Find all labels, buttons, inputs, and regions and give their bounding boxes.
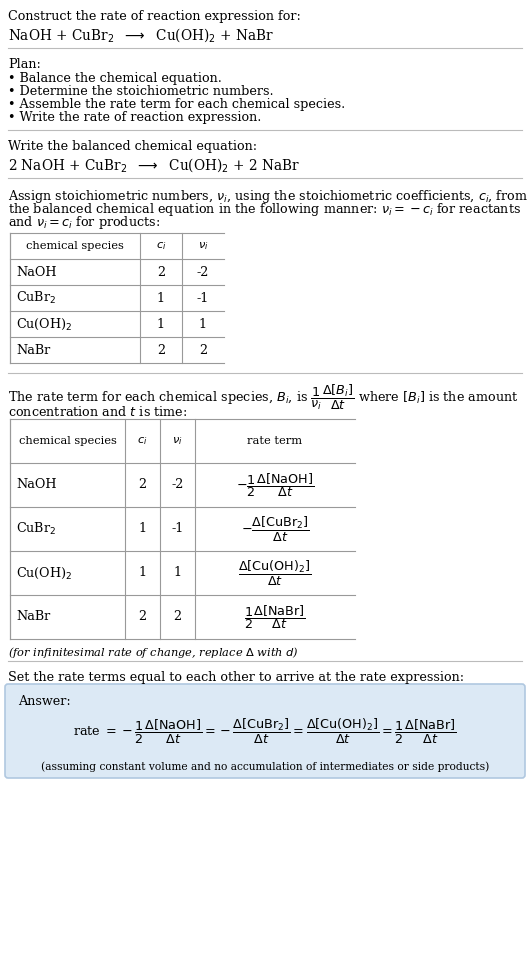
Text: NaOH: NaOH [16, 265, 57, 278]
Text: 2: 2 [157, 344, 165, 356]
Text: (for infinitesimal rate of change, replace $\Delta$ with $d$): (for infinitesimal rate of change, repla… [8, 645, 299, 660]
Text: $\dfrac{\Delta[\mathrm{Cu(OH)_2}]}{\Delta t}$: $\dfrac{\Delta[\mathrm{Cu(OH)_2}]}{\Delt… [238, 558, 312, 588]
Text: $\nu_i$: $\nu_i$ [198, 240, 208, 252]
Text: • Balance the chemical equation.: • Balance the chemical equation. [8, 72, 222, 85]
Text: $-\dfrac{1}{2}\dfrac{\Delta[\mathrm{NaOH}]}{\Delta t}$: $-\dfrac{1}{2}\dfrac{\Delta[\mathrm{NaOH… [236, 471, 314, 499]
Text: -1: -1 [197, 292, 209, 305]
Text: 1: 1 [138, 522, 146, 536]
Text: 2: 2 [157, 265, 165, 278]
Text: 2 NaOH + CuBr$_2$  $\longrightarrow$  Cu(OH)$_2$ + 2 NaBr: 2 NaOH + CuBr$_2$ $\longrightarrow$ Cu(O… [8, 156, 300, 174]
Text: 1: 1 [157, 292, 165, 305]
Text: concentration and $t$ is time:: concentration and $t$ is time: [8, 405, 188, 419]
Text: CuBr$_2$: CuBr$_2$ [16, 521, 56, 537]
Text: chemical species: chemical species [19, 436, 117, 446]
FancyBboxPatch shape [5, 684, 525, 778]
Text: Write the balanced chemical equation:: Write the balanced chemical equation: [8, 140, 257, 153]
Text: 2: 2 [199, 344, 207, 356]
Text: (assuming constant volume and no accumulation of intermediates or side products): (assuming constant volume and no accumul… [41, 761, 489, 772]
Text: -1: -1 [171, 522, 183, 536]
Text: Answer:: Answer: [18, 695, 70, 708]
Text: chemical species: chemical species [26, 241, 124, 251]
Text: NaBr: NaBr [16, 344, 50, 356]
Text: rate term: rate term [248, 436, 303, 446]
Text: 1: 1 [173, 566, 181, 580]
Text: NaOH + CuBr$_2$  $\longrightarrow$  Cu(OH)$_2$ + NaBr: NaOH + CuBr$_2$ $\longrightarrow$ Cu(OH)… [8, 26, 274, 44]
Text: NaBr: NaBr [16, 611, 50, 624]
Text: $\nu_i$: $\nu_i$ [172, 435, 183, 447]
Text: and $\nu_i = c_i$ for products:: and $\nu_i = c_i$ for products: [8, 214, 160, 231]
Text: Construct the rate of reaction expression for:: Construct the rate of reaction expressio… [8, 10, 301, 23]
Text: NaOH: NaOH [16, 478, 57, 492]
Text: 2: 2 [173, 611, 182, 624]
Text: The rate term for each chemical species, $B_i$, is $\dfrac{1}{\nu_i}\dfrac{\Delt: The rate term for each chemical species,… [8, 383, 518, 412]
Text: Plan:: Plan: [8, 58, 41, 71]
Text: 1: 1 [199, 317, 207, 331]
Text: • Determine the stoichiometric numbers.: • Determine the stoichiometric numbers. [8, 85, 273, 98]
Text: CuBr$_2$: CuBr$_2$ [16, 290, 56, 306]
Text: $c_i$: $c_i$ [137, 435, 148, 447]
Text: -2: -2 [197, 265, 209, 278]
Text: $c_i$: $c_i$ [156, 240, 166, 252]
Text: the balanced chemical equation in the following manner: $\nu_i = -c_i$ for react: the balanced chemical equation in the fo… [8, 201, 521, 218]
Text: 2: 2 [138, 611, 147, 624]
Text: Cu(OH)$_2$: Cu(OH)$_2$ [16, 316, 73, 332]
Text: $-\dfrac{\Delta[\mathrm{CuBr_2}]}{\Delta t}$: $-\dfrac{\Delta[\mathrm{CuBr_2}]}{\Delta… [241, 514, 309, 544]
Text: 1: 1 [157, 317, 165, 331]
Text: Cu(OH)$_2$: Cu(OH)$_2$ [16, 565, 73, 581]
Text: Set the rate terms equal to each other to arrive at the rate expression:: Set the rate terms equal to each other t… [8, 671, 464, 684]
Text: Assign stoichiometric numbers, $\nu_i$, using the stoichiometric coefficients, $: Assign stoichiometric numbers, $\nu_i$, … [8, 188, 528, 205]
Text: rate $= -\dfrac{1}{2}\dfrac{\Delta[\mathrm{NaOH}]}{\Delta t} = -\dfrac{\Delta[\m: rate $= -\dfrac{1}{2}\dfrac{\Delta[\math… [73, 716, 457, 746]
Text: 2: 2 [138, 478, 147, 492]
Text: • Write the rate of reaction expression.: • Write the rate of reaction expression. [8, 111, 261, 124]
Text: $\dfrac{1}{2}\dfrac{\Delta[\mathrm{NaBr}]}{\Delta t}$: $\dfrac{1}{2}\dfrac{\Delta[\mathrm{NaBr}… [244, 603, 306, 631]
Text: • Assemble the rate term for each chemical species.: • Assemble the rate term for each chemic… [8, 98, 345, 111]
Text: -2: -2 [171, 478, 184, 492]
Text: 1: 1 [138, 566, 146, 580]
